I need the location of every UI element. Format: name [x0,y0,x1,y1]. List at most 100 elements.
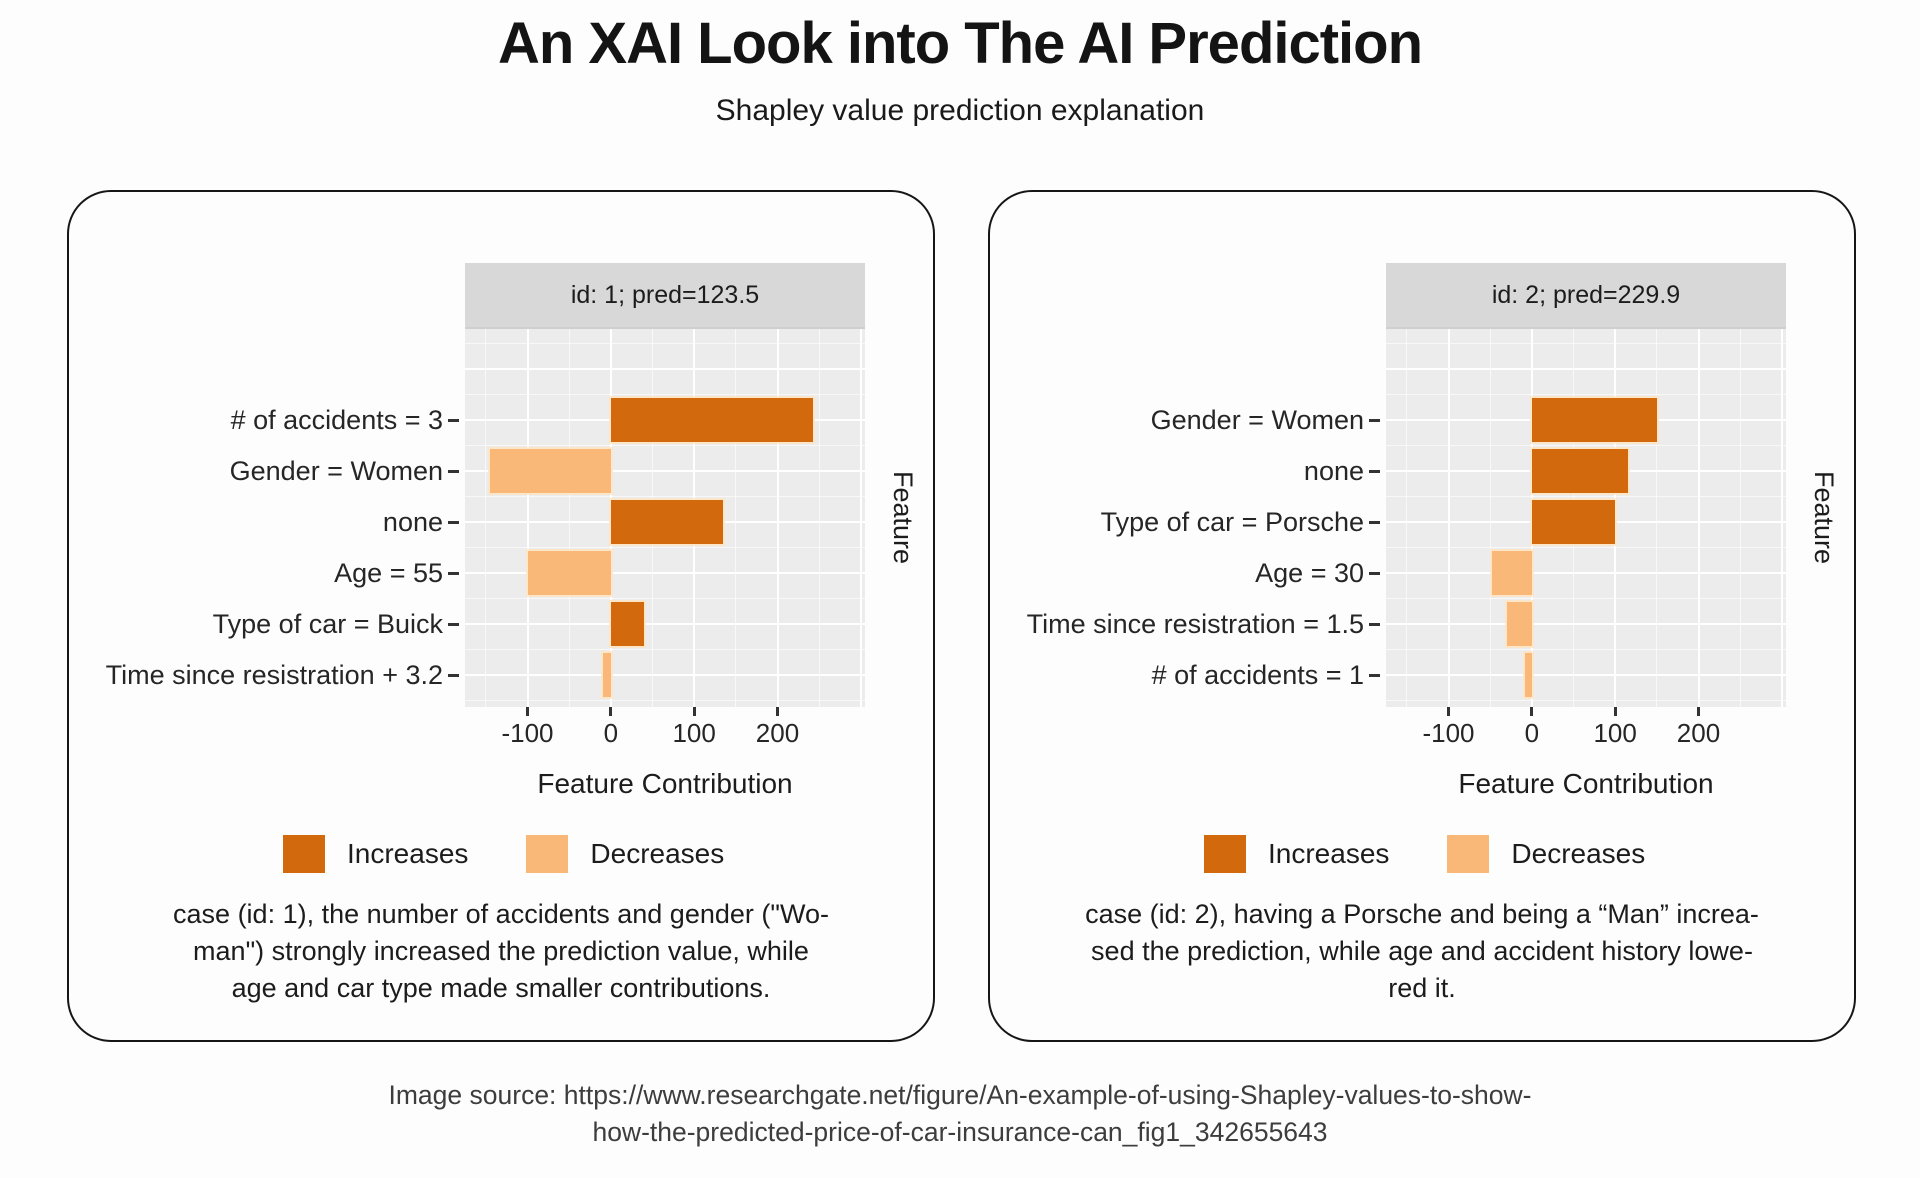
gridline-vertical-minor [1406,329,1408,707]
y-tick-mark [448,470,459,473]
bar-increase [610,398,814,442]
gridline-vertical-major [859,329,862,707]
y-axis-label: Time since resistration = 1.5 [1026,609,1364,639]
gridline-horizontal-major [465,368,865,370]
x-tick-mark [1447,707,1450,716]
gridline-horizontal-minor [1386,343,1786,344]
legend-label-decreases: Decreases [590,838,725,869]
gridline-horizontal-minor [1386,700,1786,701]
gridline-horizontal-major [1386,623,1786,625]
page-title: An XAI Look into The AI Prediction [497,11,1423,76]
gridline-vertical-major [1697,329,1700,707]
gridline-vertical-major [526,329,529,707]
bar-increase [610,500,724,544]
plot-area [1386,329,1786,707]
x-tick-mark [609,707,613,716]
gridline-horizontal-minor [465,598,865,599]
gridline-vertical-major [776,329,779,707]
y-axis-title: Feature [1809,471,1839,565]
plot-area [465,329,865,707]
gridline-horizontal-major [465,674,865,676]
gridline-vertical-minor [1739,329,1741,707]
panel-caption: case (id: 1), the number of accidents an… [173,899,829,1003]
legend-label-increases: Increases [1268,838,1390,869]
gridline-vertical-minor [735,329,737,707]
y-axis-label: Time since resistration + 3.2 [105,660,443,690]
gridline-horizontal-minor [465,343,865,344]
gridline-horizontal-minor [465,547,865,548]
x-tick-label: 200 [755,718,800,748]
gridline-horizontal-minor [465,445,865,446]
gridline-horizontal-minor [1386,445,1786,446]
y-axis-label: Gender = Women [229,456,443,486]
gridline-horizontal-minor [465,394,865,395]
gridline-horizontal-major [465,470,865,472]
bar-increase [1531,500,1616,544]
gridline-horizontal-minor [1386,394,1786,395]
y-tick-mark [1369,470,1380,473]
y-tick-mark [1369,521,1380,524]
x-tick-mark [692,707,696,716]
gridline-horizontal-minor [465,496,865,497]
y-tick-mark [448,419,459,422]
y-axis-label: # of accidents = 1 [1151,660,1364,690]
legend-swatch-increases [1204,835,1246,873]
x-tick-mark [776,707,779,716]
legend-swatch-decreases [1447,835,1490,873]
gridline-horizontal-minor [1386,598,1786,599]
bar-increase [1531,449,1628,493]
page-subtitle: Shapley value prediction explanation [715,94,1205,127]
bar-decrease [1525,653,1532,697]
gridline-vertical-minor [1489,329,1491,707]
image-source-line-1: Image source: https://www.researchgate.n… [388,1080,1532,1110]
gridline-vertical-major [1780,329,1783,707]
legend: Increases Decreases [1204,833,1645,875]
y-tick-mark [448,521,459,524]
bar-decrease [1491,551,1532,595]
bar-decrease [1506,602,1532,646]
bar-decrease [527,551,611,595]
x-tick-mark [526,707,529,716]
x-tick-mark [1697,707,1700,716]
panel-caption: case (id: 2), having a Porsche and being… [1085,899,1759,1003]
gridline-horizontal-major [465,623,865,625]
gridline-horizontal-major [1386,572,1786,574]
gridline-horizontal-minor [465,649,865,650]
legend-swatch-decreases [526,835,569,873]
legend: Increases Decreases [283,833,724,875]
gridline-horizontal-minor [1386,649,1786,650]
x-tick-label: 0 [1524,718,1540,748]
strip-header: id: 1; pred=123.5 [465,263,865,329]
gridline-horizontal-minor [1386,547,1786,548]
gridline-horizontal-minor [465,700,865,701]
y-tick-mark [448,674,459,677]
y-axis-labels: Gender = Women none Type of car = Porsche A… [996,329,1364,707]
x-tick-label: 200 [1676,718,1721,748]
gridline-horizontal-minor [1386,496,1786,497]
y-axis-label: none [1303,456,1364,486]
y-axis-label: none [382,507,443,537]
gridline-vertical-major [1614,329,1617,707]
x-tick-label: 100 [1593,718,1637,748]
x-tick-label: -100 [501,718,554,748]
y-axis-title: Feature [888,471,918,565]
y-tick-mark [448,572,459,575]
y-axis-label: Type of car = Porsche [1100,507,1364,537]
gridline-horizontal-major [1386,674,1786,676]
x-tick-mark [1613,707,1617,716]
y-axis-label: Age = 55 [334,558,443,588]
y-tick-mark [448,623,459,626]
bar-decrease [602,653,611,697]
strip-header: id: 2; pred=229.9 [1386,263,1786,329]
y-axis-label: # of accidents = 3 [230,405,443,435]
gridline-horizontal-major [1386,368,1786,370]
gridline-vertical-minor [818,329,820,707]
strip-label: id: 2; pred=229.9 [1491,280,1681,309]
x-tick-label: 100 [672,718,716,748]
x-tick-label: -100 [1422,718,1475,748]
y-tick-mark [1369,419,1380,422]
y-tick-mark [1369,572,1380,575]
panel-case-2: id: 2; pred=229.9 Gender = Women none Type… [988,190,1856,1042]
y-axis-label: Gender = Women [1150,405,1364,435]
